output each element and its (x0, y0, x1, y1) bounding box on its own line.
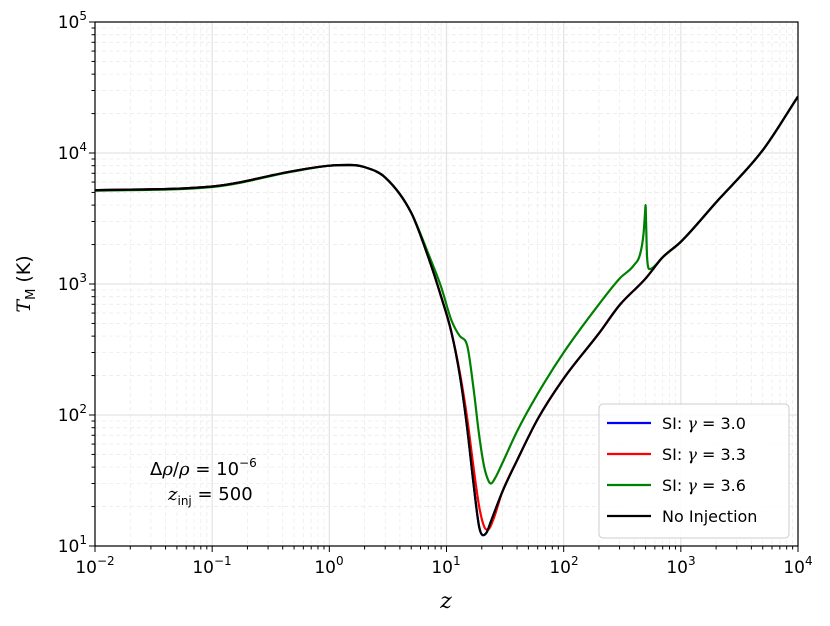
legend-label: SI: γ = 3.3 (662, 445, 746, 464)
annotation-z-inj: zinj = 500 (167, 484, 253, 508)
legend-label: SI: γ = 3.0 (662, 414, 746, 433)
x-tick-label: 101 (431, 554, 460, 578)
series-layer (95, 95, 798, 537)
ticks (89, 21, 799, 552)
x-tick-labels: 10−2 10−1 100 101 102 103 104 (75, 554, 812, 578)
x-tick-label: 103 (666, 554, 695, 578)
y-axis-label: TM (K) (13, 255, 39, 312)
legend-label: No Injection (662, 507, 757, 526)
y-tick-label: 105 (58, 9, 87, 33)
annotation-delta-rho: Δρ/ρ = 10−6 (150, 456, 257, 480)
x-tick-label: 102 (549, 554, 578, 578)
y-tick-labels: 101 102 103 104 105 (58, 9, 87, 557)
legend-box (598, 403, 790, 539)
x-tick-label: 104 (783, 554, 812, 578)
x-tick-label: 10−1 (192, 554, 231, 578)
y-tick-label: 104 (58, 140, 87, 164)
legend: SI: γ = 3.0 SI: γ = 3.3 SI: γ = 3.6 No I… (598, 403, 790, 539)
annotation: Δρ/ρ = 10−6 zinj = 500 (150, 456, 257, 508)
y-tick-label: 101 (58, 533, 87, 557)
x-tick-label: 10−2 (75, 554, 114, 578)
x-tick-label: 100 (314, 554, 343, 578)
y-tick-label: 102 (58, 402, 87, 426)
x-axis-label: z (439, 589, 452, 614)
legend-label: SI: γ = 3.6 (662, 476, 746, 495)
series-line-3 (95, 95, 798, 537)
y-tick-label: 103 (58, 271, 87, 295)
